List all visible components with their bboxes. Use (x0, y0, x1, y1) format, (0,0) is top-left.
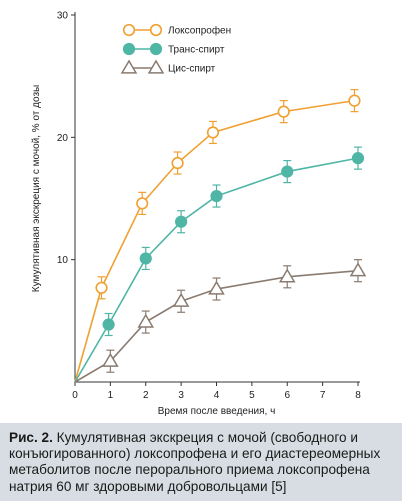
series-1 (74, 89, 361, 383)
data-point (210, 189, 223, 203)
x-tick-label: 2 (143, 390, 149, 401)
data-point (349, 262, 367, 277)
data-point (172, 292, 190, 307)
series-2 (74, 146, 365, 383)
series-line (74, 99, 355, 383)
x-tick-label: 0 (72, 390, 78, 401)
x-tick-label: 7 (320, 390, 326, 401)
legend-item-3: Цис-спирт (120, 59, 216, 75)
data-point (206, 126, 220, 139)
data-point (136, 197, 149, 210)
x-tick-label: 6 (284, 390, 290, 401)
legend-item-1: Локсопрофен (122, 23, 231, 37)
series-layer (74, 89, 367, 383)
legend: Локсопрофен Транс-спирт Цис-спирт (120, 23, 231, 75)
legend-marker (149, 23, 163, 37)
data-point (175, 215, 188, 228)
x-tick-label: 1 (108, 390, 114, 401)
x-tick-label: 3 (178, 390, 184, 401)
caption-label: Рис. 2. (9, 430, 53, 445)
data-point (348, 94, 361, 107)
y-tick-label: 10 (57, 255, 69, 266)
legend-marker (122, 42, 136, 56)
data-point (208, 280, 225, 295)
legend-marker (149, 42, 163, 56)
x-tick-label: 8 (355, 390, 361, 401)
data-point (137, 313, 155, 328)
legend-label: Транс-спирт (168, 45, 225, 56)
data-point (351, 152, 365, 165)
data-point (278, 268, 296, 283)
caption-text: Кумулятивная экскреция с мочой (свободно… (9, 430, 381, 494)
figure-caption: Рис. 2. Кумулятивная экскреция с мочой (… (0, 423, 402, 501)
x-tick-label: 5 (249, 390, 255, 401)
legend-label: Цис-спирт (168, 64, 216, 75)
data-point (277, 105, 290, 118)
data-point (102, 318, 115, 331)
x-axis-label: Время после введения, ч (158, 406, 276, 417)
data-point (171, 156, 184, 170)
y-tick-label: 20 (57, 133, 69, 144)
legend-marker (147, 59, 165, 74)
data-point (102, 352, 119, 367)
legend-marker (122, 23, 136, 37)
legend-marker (120, 59, 138, 74)
y-tick-label: 30 (57, 11, 69, 22)
series-3 (74, 259, 367, 383)
data-point (139, 252, 152, 265)
data-point (95, 281, 108, 294)
legend-item-2: Транс-спирт (122, 42, 225, 56)
chart: 0 1 2 3 4 5 6 7 8 10 20 30 Время после введения, ч Ку… (31, 11, 367, 418)
legend-label: Локсопрофен (168, 25, 231, 37)
x-tick-label: 4 (214, 390, 220, 401)
y-axis-label: Кумулятивная экскреция с мочой, % от доз… (31, 85, 42, 292)
axes: 0 1 2 3 4 5 6 7 8 10 20 30 Время после введения, ч Ку… (31, 11, 361, 418)
data-point (281, 165, 294, 178)
